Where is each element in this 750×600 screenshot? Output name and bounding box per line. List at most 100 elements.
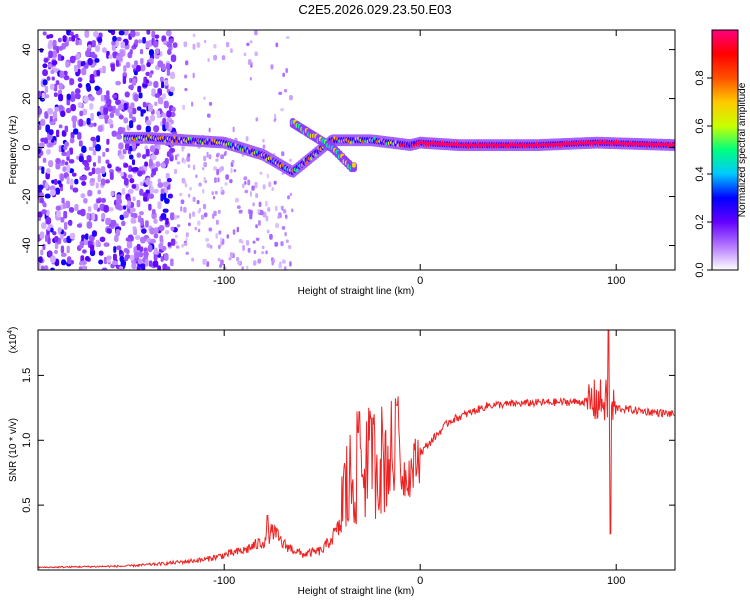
spectrogram-cell <box>118 30 125 36</box>
spectrogram-cell <box>94 58 100 63</box>
spectrogram-cell <box>54 178 58 185</box>
spectrogram-cell <box>115 228 121 237</box>
spectrogram-cell <box>118 114 124 120</box>
spectrogram-cell <box>101 267 108 270</box>
spectrogram-cell <box>88 96 95 101</box>
spectrogram-cell <box>232 229 236 235</box>
spectrogram-cell <box>187 153 191 158</box>
spectrogram-cell <box>61 151 67 156</box>
spectrogram-cell <box>82 60 86 66</box>
spectrogram-cell <box>257 209 261 214</box>
spectrogram-cell <box>153 80 159 88</box>
spectrogram-cell <box>99 236 106 243</box>
spectrogram-cell <box>175 245 180 249</box>
spectrogram-cell <box>56 210 61 218</box>
spectrogram-cell <box>165 266 171 270</box>
spectrogram-cell <box>180 199 185 205</box>
spectrogram-cell <box>230 167 233 174</box>
spectrogram-cell <box>130 212 135 218</box>
spectrogram-cell <box>41 92 45 100</box>
spectrogram-panel: -100 0 100 -40 -20 0 20 40 Height of straight l… <box>8 29 676 297</box>
spectrogram-cell <box>78 155 84 163</box>
spectrogram-cell <box>255 193 259 199</box>
spectrogram-cell <box>119 265 124 270</box>
spectrogram-cell <box>68 206 75 213</box>
spectrogram-cell <box>124 91 130 98</box>
spectrogram-cell <box>52 50 57 58</box>
spectrogram-cell <box>170 258 174 267</box>
spectrogram-cell <box>49 83 55 90</box>
snr-xtick-label: -100 <box>213 575 235 587</box>
spectrogram-cell <box>76 223 82 228</box>
spectrogram-cell <box>63 70 68 76</box>
spectrogram-cell <box>280 205 284 210</box>
spectrogram-cell <box>145 40 150 49</box>
spectrogram-cell <box>95 167 102 175</box>
spectrogram-cell <box>170 54 177 63</box>
spectrogram-cell <box>149 57 154 65</box>
spectrogram-cell <box>105 147 110 153</box>
spectrogram-cell <box>169 156 174 162</box>
spectrogram-cell <box>72 187 79 193</box>
colorbar-tick-label: 0.2 <box>694 214 706 229</box>
spectrogram-cell <box>42 69 48 77</box>
spectrogram-cell <box>282 72 285 77</box>
spectrogram-cell <box>71 34 76 42</box>
spectrogram-cell <box>248 209 253 216</box>
spectrogram-cell <box>61 259 67 266</box>
spectrogram-cell <box>246 265 249 270</box>
spectrogram-cell <box>475 143 483 147</box>
spectrogram-cell <box>134 39 139 45</box>
spectrogram-cell <box>247 59 252 66</box>
spectrogram-cell <box>255 224 258 229</box>
spectrogram-ytick-label: -40 <box>21 238 33 254</box>
spectrogram-cell <box>66 164 71 173</box>
spectrogram-cell <box>97 37 103 43</box>
spectrogram-cell <box>238 209 243 214</box>
spectrogram-cell <box>176 224 181 228</box>
spectrogram-cell <box>87 189 93 197</box>
colorbar-tick-label: 0.8 <box>694 70 706 85</box>
spectrogram-cell <box>88 171 93 176</box>
spectrogram-cell <box>111 130 118 137</box>
spectrogram-cell <box>64 141 70 147</box>
spectrogram-cell <box>253 260 257 266</box>
spectrogram-cell <box>134 70 138 76</box>
spectrogram-cell <box>157 60 164 68</box>
spectrogram-cell <box>48 129 54 136</box>
spectrogram-cell <box>510 143 519 147</box>
spectrogram-cell <box>274 205 278 212</box>
spectrogram-ytick-label: -20 <box>21 189 33 205</box>
spectrogram-cell <box>64 161 69 166</box>
spectrogram-cell <box>74 88 81 95</box>
spectrogram-cell <box>52 111 58 119</box>
spectrogram-cell <box>165 217 169 225</box>
spectrogram-cell <box>66 150 71 157</box>
spectrogram-cell <box>129 112 133 119</box>
spectrogram-cell <box>93 122 97 127</box>
spectrogram-cell <box>150 238 156 244</box>
spectrogram-cell <box>106 255 112 260</box>
spectrogram-cell <box>44 182 49 190</box>
spectrogram-cell <box>51 179 55 184</box>
spectrogram-cell <box>55 157 61 164</box>
spectrogram-cell <box>161 35 167 43</box>
spectrogram-cell <box>122 30 129 36</box>
spectrogram-cell <box>148 103 153 112</box>
spectrogram-cell <box>189 186 192 191</box>
spectrogram-cell <box>72 120 76 129</box>
spectrogram-cell <box>131 262 137 270</box>
spectrogram-cell <box>108 105 113 112</box>
spectrogram-cell <box>129 145 133 152</box>
snr-xtick-label: 100 <box>607 575 625 587</box>
spectrogram-cell <box>255 237 260 242</box>
spectrogram-cell <box>157 96 164 105</box>
spectrogram-cell <box>153 253 158 261</box>
spectrogram-cell <box>69 232 76 240</box>
spectrogram-cell <box>203 39 207 44</box>
spectrogram-cell <box>516 143 525 147</box>
spectrogram-cell <box>50 255 56 264</box>
spectrogram-cell <box>111 45 116 51</box>
spectrogram-cell <box>86 221 93 229</box>
spectrogram-cell <box>192 33 196 38</box>
